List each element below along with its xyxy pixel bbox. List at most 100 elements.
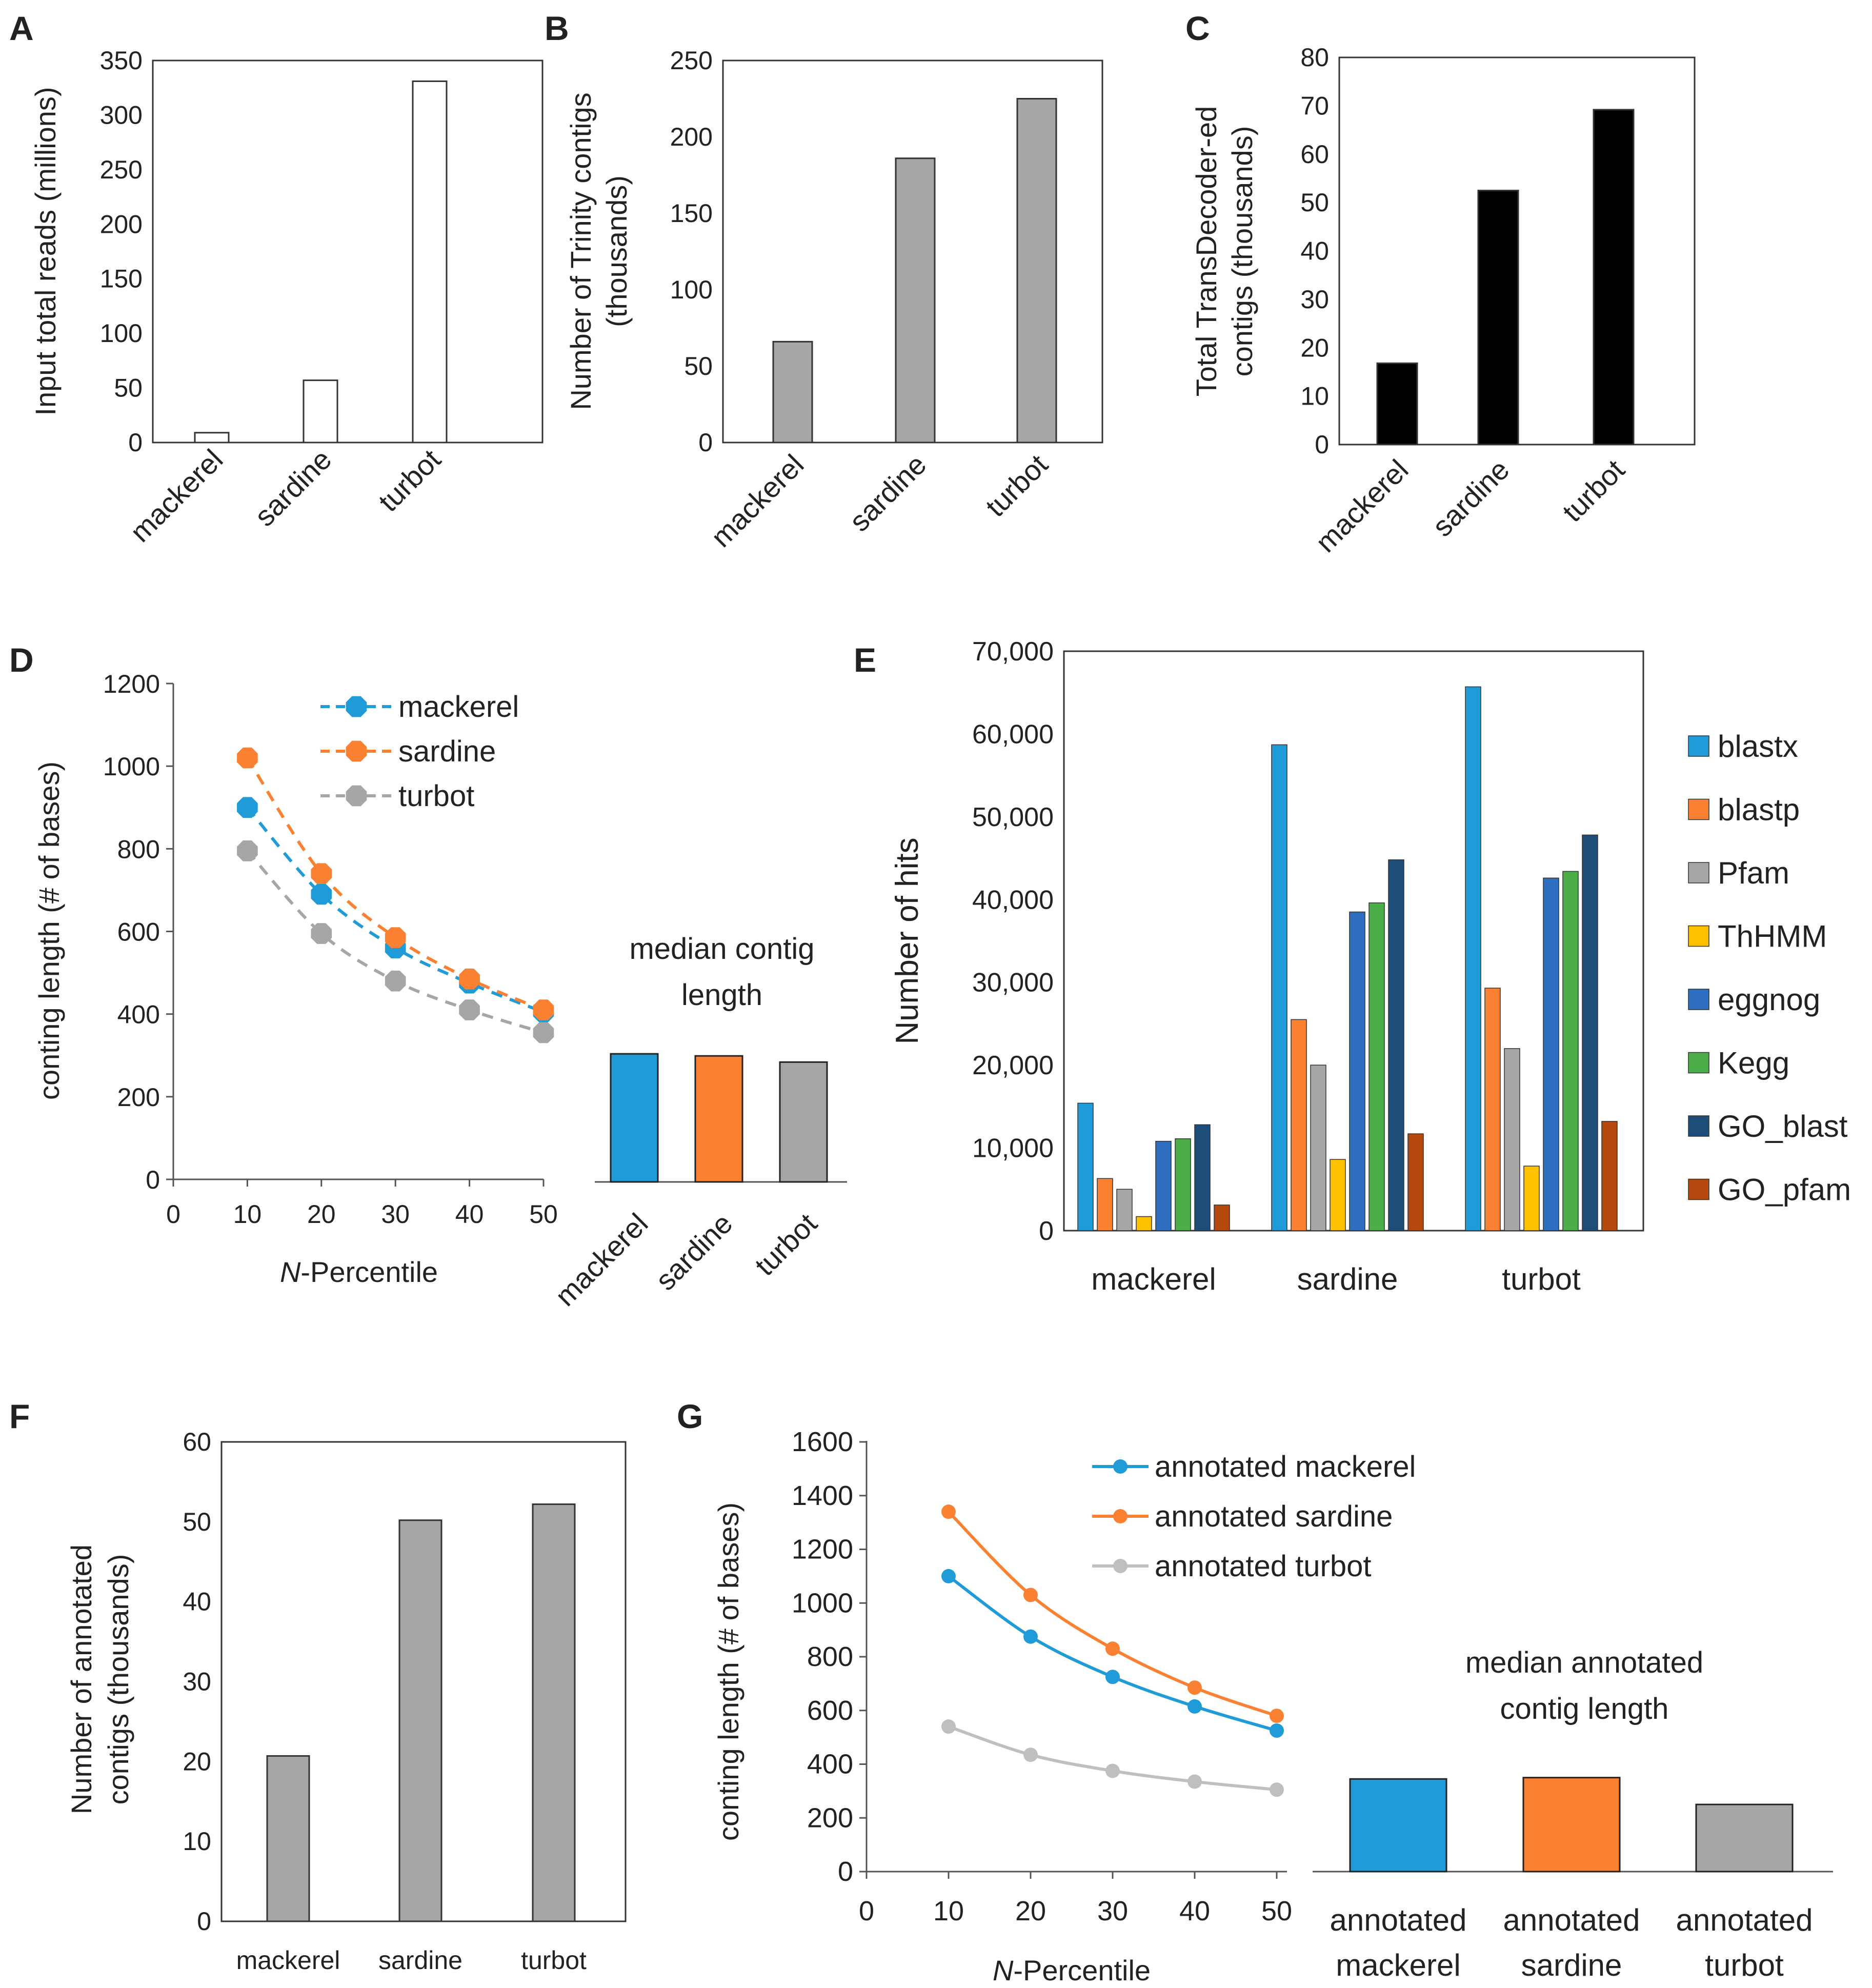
d-median-bar-2: [779, 1061, 828, 1183]
f-category-label: turbot: [521, 1946, 587, 1975]
g-point-annotated-turbot: [1270, 1782, 1284, 1797]
b-y-tick-label: 250: [670, 46, 713, 75]
e-bar-sardine-Kegg: [1368, 902, 1385, 1231]
panel-d-x-axis-title-rest: -Percentile: [300, 1256, 438, 1288]
g-x-tick-label: 50: [1261, 1896, 1292, 1926]
c-bar-mackerel: [1376, 362, 1418, 446]
g-y-tick-label: 200: [807, 1802, 853, 1833]
c-y-tick-label: 30: [1300, 285, 1329, 314]
e-y-tick-label: 40,000: [972, 885, 1054, 915]
panel-g-y-axis-title: conting length (# of bases): [712, 1502, 744, 1841]
a-y-tick-label: 350: [100, 46, 143, 75]
panel-e-legend: blastx blastp Pfam ThHMM eggnog Kegg GO_blast G…: [1688, 729, 1851, 1207]
panel-d-y-ticks: 0 200 400 600 800 1000 1200: [103, 670, 173, 1194]
a-y-tick-label: 100: [100, 319, 143, 348]
a-category-label: sardine: [248, 443, 337, 532]
e-bar-mackerel-Pfam: [1116, 1189, 1133, 1231]
e-bar-sardine-GO_pfam: [1407, 1133, 1424, 1231]
panel-g-series: [941, 1504, 1284, 1797]
a-y-tick-label: 150: [100, 265, 143, 293]
panel-c-bars: [1376, 109, 1635, 446]
e-category-label: sardine: [1297, 1262, 1398, 1296]
panel-c-category-labels: mackerel sardine turbot: [1309, 453, 1631, 558]
f-y-tick-label: 50: [183, 1508, 211, 1536]
e-legend-label-Kegg: Kegg: [1718, 1046, 1789, 1080]
d-point-turbot: [533, 1022, 554, 1043]
g-point-annotated-sardine: [941, 1504, 956, 1519]
panel-a-letter: A: [9, 9, 34, 47]
d-point-mackerel: [311, 883, 332, 905]
panel-a-y-ticks: 0 50 100 150 200 250 300 350: [100, 46, 143, 457]
panel-f-y-axis-title: Number of annotated contigs (thousands): [65, 1544, 134, 1814]
e-bar-mackerel-blastx: [1077, 1102, 1094, 1231]
d-point-turbot: [311, 923, 332, 944]
e-bar-turbot-Kegg: [1562, 871, 1579, 1231]
g-median-category-label: mackerel: [1336, 1948, 1460, 1982]
c-y-tick-label: 80: [1300, 43, 1329, 72]
e-bar-turbot-GO_pfam: [1601, 1121, 1618, 1231]
c-y-tick-label: 60: [1300, 140, 1329, 169]
panel-d-median-title-line1: median contig: [629, 932, 814, 966]
panel-d-x-ticks: 0 10 20 30 40 50: [166, 1179, 558, 1229]
e-y-tick-label: 0: [1039, 1216, 1054, 1246]
f-y-tick-label: 20: [183, 1747, 211, 1776]
g-point-annotated-turbot: [941, 1719, 956, 1734]
f-y-tick-label: 60: [183, 1428, 211, 1456]
d-x-tick-label: 50: [529, 1200, 558, 1229]
g-y-tick-label: 1000: [792, 1588, 853, 1618]
b-bar-sardine: [895, 157, 936, 444]
g-median-bar-2: [1695, 1803, 1794, 1873]
d-median-category-label: mackerel: [549, 1207, 654, 1312]
e-y-tick-label: 50,000: [972, 802, 1054, 832]
e-legend-label-GO_pfam: GO_pfam: [1718, 1173, 1851, 1207]
panel-f-category-labels: mackerel sardine turbot: [236, 1946, 587, 1975]
d-y-tick-label: 1200: [103, 670, 160, 698]
panel-g-x-axis-title: N-Percentile: [993, 1954, 1151, 1986]
f-y-tick-label: 40: [183, 1588, 211, 1616]
f-y-tick-label: 0: [197, 1907, 211, 1936]
panel-e-y-ticks: 0 10,000 20,000 30,000 40,000 50,000 60,000 70,…: [972, 637, 1054, 1246]
g-median-category-label: annotated: [1676, 1903, 1813, 1937]
g-point-annotated-mackerel: [941, 1569, 956, 1583]
e-bar-sardine-Pfam: [1310, 1065, 1326, 1231]
e-legend-swatch-GO_pfam: [1688, 1178, 1709, 1200]
g-point-annotated-sardine: [1270, 1709, 1284, 1723]
panel-e-category-labels: mackerel sardine turbot: [1091, 1262, 1581, 1296]
e-category-label: mackerel: [1091, 1262, 1216, 1296]
f-y-tick-label: 30: [183, 1668, 211, 1696]
e-legend-label-Pfam: Pfam: [1718, 856, 1789, 890]
panel-a-plot-frame: [152, 59, 544, 444]
g-point-annotated-turbot: [1105, 1763, 1120, 1778]
panel-b-letter: B: [545, 9, 569, 47]
b-category-label: mackerel: [704, 448, 810, 553]
panel-c: C 0 10 20 30 40 50 60 70 80 mackerel sardine turbo…: [1185, 9, 1696, 558]
a-bar-sardine: [303, 379, 338, 444]
g-point-annotated-sardine: [1023, 1588, 1038, 1602]
panel-d-x-axis-title: N-Percentile: [280, 1256, 438, 1288]
g-point-annotated-turbot: [1187, 1774, 1202, 1789]
g-median-category-label: annotated: [1330, 1903, 1467, 1937]
d-y-tick-label: 200: [117, 1083, 160, 1112]
panel-g-median-title-line1: median annotated: [1465, 1646, 1703, 1679]
panel-c-y-ticks: 0 10 20 30 40 50 60 70 80: [1300, 43, 1329, 459]
panel-c-letter: C: [1185, 9, 1210, 47]
d-point-turbot: [385, 970, 406, 992]
f-bar-mackerel: [266, 1755, 310, 1922]
d-legend-label-sardine: sardine: [398, 735, 496, 768]
panel-a-category-labels: mackerel sardine turbot: [124, 443, 447, 548]
d-legend-marker-turbot: [346, 785, 367, 807]
g-y-tick-label: 1400: [792, 1480, 853, 1511]
a-bar-turbot: [412, 80, 448, 444]
e-y-tick-label: 20,000: [972, 1051, 1054, 1080]
panel-g: G 0 200 400 600 800 1000 1200 1400 1600 0 10 20 30 4…: [677, 1397, 1833, 1986]
e-y-tick-label: 60,000: [972, 719, 1054, 749]
panel-f-bars: [266, 1503, 576, 1922]
e-legend-label-blastx: blastx: [1718, 729, 1798, 764]
d-legend-label-turbot: turbot: [398, 779, 474, 813]
b-y-tick-label: 100: [670, 275, 713, 304]
b-y-tick-label: 50: [684, 352, 713, 380]
panel-a: A 0 50 100 150 200 250 300 350 mackerel sardine t…: [9, 9, 544, 548]
g-median-bar-1: [1522, 1777, 1621, 1873]
